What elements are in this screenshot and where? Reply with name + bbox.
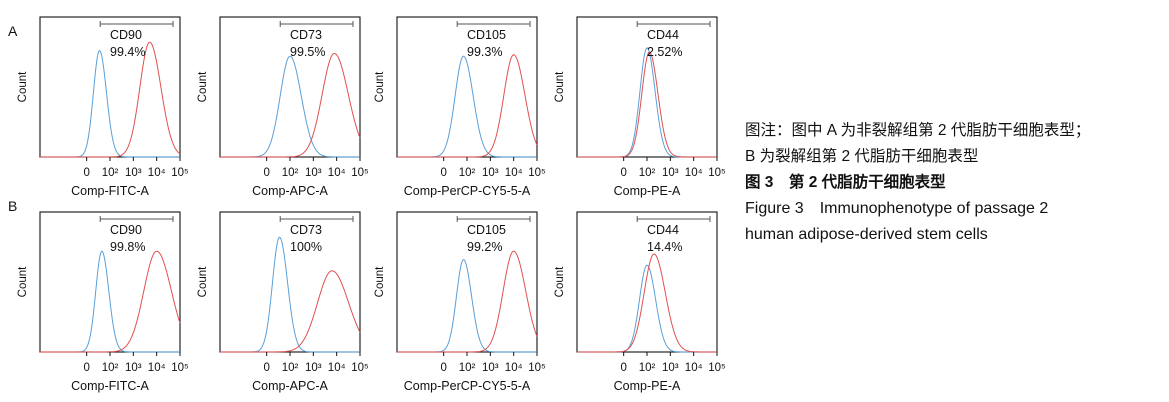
x-tick-label-cd105-b-2: 10³ [482,362,499,374]
caption-title-en-line-1: Figure 3 Immunophenotype of passage 2 [745,200,1049,217]
marker-label-cd73-b: CD73 [290,223,322,237]
marker-label-cd105-b: CD105 [467,223,506,237]
percent-label-cd44-b: 14.4% [647,240,682,254]
control-histogram-cd73-a [220,55,360,158]
figure-caption: 图注：图中 A 为非裂解组第 2 代脂肪干细胞表型； B 为裂解组第 2 代脂肪… [745,118,1165,248]
y-axis-label-cd90-a: Count [17,71,29,102]
percent-label-cd90-a: 99.4% [110,45,145,59]
x-tick-label-cd73-a-2: 10³ [305,167,322,179]
y-axis-label-cd44-b: Count [554,266,566,297]
caption-note-line-2: B 为裂解组第 2 代脂肪干细胞表型 [745,148,979,165]
x-tick-label-cd73-a-1: 10² [282,167,299,179]
row-label-a: A [8,23,18,39]
x-axis-label-cd73-b: Comp-APC-A [252,379,328,393]
marker-histogram-cd105-a [397,54,538,158]
percent-label-cd90-b: 99.8% [110,240,145,254]
histogram-panels: CD90 99.4% 0 10² 10³ 10⁴ 10⁵ Count Comp-FITC-A CD… [17,16,726,393]
x-tick-label-cd105-a-3: 10⁴ [505,167,523,179]
y-axis-label-cd105-b: Count [374,266,386,297]
x-axis-label-cd105-b: Comp-PerCP-CY5-5-A [404,379,531,393]
x-tick-label-cd105-a-2: 10³ [482,167,499,179]
marker-histogram-cd73-b [220,270,361,353]
x-tick-label-cd44-a-3: 10⁴ [685,167,703,179]
x-tick-label-cd105-a-1: 10² [459,167,476,179]
x-tick-label-cd44-b-3: 10⁴ [685,362,703,374]
x-tick-label-cd90-b-1: 10² [102,362,119,374]
control-histogram-cd73-b [220,236,360,353]
caption-note-line-1: 图注：图中 A 为非裂解组第 2 代脂肪干细胞表型； [745,122,1091,139]
marker-label-cd44-a: CD44 [647,28,679,42]
x-tick-label-cd73-b-3: 10⁴ [328,362,346,374]
marker-label-cd73-a: CD73 [290,28,322,42]
y-axis-label-cd44-a: Count [554,71,566,102]
x-tick-label-cd73-b-2: 10³ [305,362,322,374]
percent-label-cd44-a: 2.52% [647,45,682,59]
x-tick-label-cd90-a-2: 10³ [125,167,142,179]
x-tick-label-cd73-a-4: 10⁵ [351,167,369,179]
marker-histogram-cd44-a [577,51,717,158]
x-tick-label-cd44-a-0: 0 [620,167,626,179]
percent-label-cd105-b: 99.2% [467,240,502,254]
x-tick-label-cd90-b-4: 10⁵ [171,362,189,374]
y-axis-label-cd105-a: Count [374,71,386,102]
marker-histogram-cd44-b [577,253,717,353]
control-histogram-cd105-a [397,55,537,158]
x-axis-label-cd90-a: Comp-FITC-A [71,184,149,198]
x-axis-label-cd73-a: Comp-APC-A [252,184,328,198]
marker-histogram-cd90-b [40,250,181,353]
x-tick-label-cd44-b-1: 10² [639,362,656,374]
x-tick-label-cd90-b-2: 10³ [125,362,142,374]
marker-label-cd90-a: CD90 [110,28,142,42]
percent-label-cd73-a: 99.5% [290,45,325,59]
x-tick-label-cd73-b-4: 10⁵ [351,362,369,374]
x-tick-label-cd73-b-0: 0 [263,362,269,374]
x-tick-label-cd105-b-0: 0 [440,362,446,374]
marker-label-cd105-a: CD105 [467,28,506,42]
x-tick-label-cd105-a-0: 0 [440,167,446,179]
caption-title-cn: 图 3 第 2 代脂肪干细胞表型 [745,174,946,191]
x-tick-label-cd105-b-4: 10⁵ [528,362,546,374]
y-axis-label-cd73-b: Count [197,266,209,297]
percent-label-cd73-b: 100% [290,240,322,254]
control-histogram-cd90-a [40,49,180,158]
control-histogram-cd44-a [577,47,717,158]
x-axis-label-cd105-a: Comp-PerCP-CY5-5-A [404,184,531,198]
x-tick-label-cd90-a-1: 10² [102,167,119,179]
x-tick-label-cd90-a-0: 0 [83,167,89,179]
x-axis-label-cd90-b: Comp-FITC-A [71,379,149,393]
histogram-figure: A B CD90 99.4% 0 10² 10³ 10⁴ 10⁵ Count Comp-FITC… [8,16,726,393]
row-label-b: B [8,198,17,214]
x-axis-label-cd44-a: Comp-PE-A [614,184,681,198]
x-tick-label-cd44-a-2: 10³ [662,167,679,179]
x-tick-label-cd90-a-3: 10⁴ [148,167,166,179]
y-axis-label-cd73-a: Count [197,71,209,102]
x-tick-label-cd44-b-0: 0 [620,362,626,374]
x-tick-label-cd105-b-1: 10² [459,362,476,374]
x-tick-label-cd44-a-4: 10⁵ [708,167,726,179]
x-axis-label-cd44-b: Comp-PE-A [614,379,681,393]
x-tick-label-cd44-b-2: 10³ [662,362,679,374]
x-tick-label-cd90-a-4: 10⁵ [171,167,189,179]
x-tick-label-cd73-b-1: 10² [282,362,299,374]
x-tick-label-cd90-b-3: 10⁴ [148,362,166,374]
x-tick-label-cd105-b-3: 10⁴ [505,362,523,374]
x-tick-label-cd73-a-0: 0 [263,167,269,179]
control-histogram-cd105-b [397,259,537,353]
x-tick-label-cd73-a-3: 10⁴ [328,167,346,179]
marker-histogram-cd90-a [40,41,181,158]
x-tick-label-cd44-a-1: 10² [639,167,656,179]
y-axis-label-cd90-b: Count [17,266,29,297]
control-histogram-cd90-b [40,250,180,353]
marker-histogram-cd73-a [220,52,361,158]
marker-label-cd90-b: CD90 [110,223,142,237]
x-tick-label-cd90-b-0: 0 [83,362,89,374]
caption-title-en-line-2: human adipose-derived stem cells [745,226,988,243]
marker-label-cd44-b: CD44 [647,223,679,237]
x-tick-label-cd44-b-4: 10⁵ [708,362,726,374]
percent-label-cd105-a: 99.3% [467,45,502,59]
x-tick-label-cd105-a-4: 10⁵ [528,167,546,179]
